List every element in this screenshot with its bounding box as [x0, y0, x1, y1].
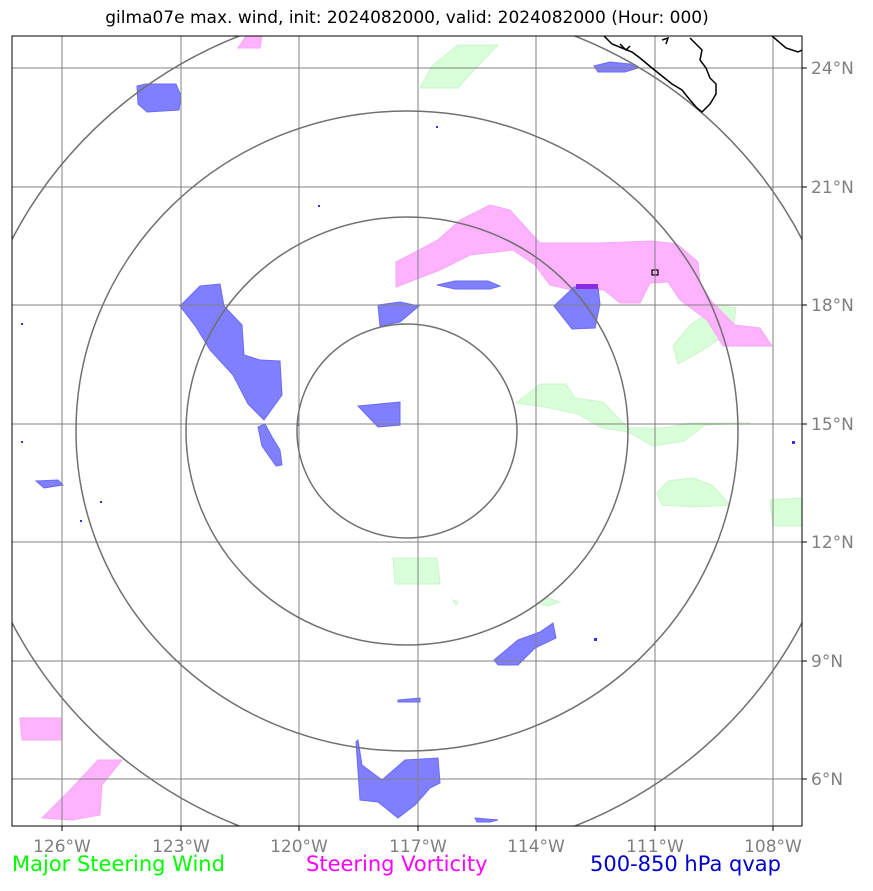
x-tick-label: 117°W — [389, 837, 447, 857]
legend-steering-vorticity: Steering Vorticity — [306, 852, 488, 876]
x-tick-label: 126°W — [33, 837, 91, 857]
qvap-area — [179, 283, 283, 421]
wind-area — [514, 383, 751, 447]
qvap-area — [493, 622, 557, 666]
range-ring — [185, 216, 629, 646]
y-tick-label: 6°N — [811, 770, 843, 790]
wind-area — [451, 598, 459, 606]
steering-wind-areas — [392, 44, 802, 607]
qvap-area — [136, 83, 182, 113]
y-tick-label: 18°N — [811, 296, 854, 316]
range-ring — [12, 36, 802, 826]
qvap-area — [34, 479, 65, 489]
x-tick-label: 114°W — [507, 837, 565, 857]
qvap-area — [474, 817, 499, 823]
vorticity-area — [19, 717, 63, 741]
x-tick-label: 123°W — [152, 837, 210, 857]
range-rings — [12, 36, 802, 826]
qvap-vorticity-overlap — [576, 284, 598, 289]
qvap-area — [257, 423, 283, 467]
plot-frame — [11, 35, 803, 827]
range-ring — [296, 323, 518, 539]
qvap-area — [397, 697, 421, 703]
map-title: gilma07e max. wind, init: 2024082000, va… — [105, 8, 709, 28]
vorticity-area — [395, 204, 773, 347]
vorticity-area — [237, 36, 263, 49]
gridlines — [12, 36, 802, 826]
x-tick-label: 111°W — [626, 837, 684, 857]
wind-area — [769, 497, 802, 527]
y-axis-labels: 24°N 21°N 18°N 15°N 12°N 9°N 6°N — [811, 59, 854, 790]
tick-marks — [61, 67, 807, 831]
x-tick-label: 120°W — [270, 837, 328, 857]
coastline — [603, 36, 802, 114]
range-ring — [75, 110, 739, 752]
qvap-area — [377, 301, 421, 327]
x-axis-labels: 126°W 123°W 120°W 117°W 114°W 111°W 108°… — [33, 837, 802, 857]
y-tick-label: 15°N — [811, 415, 854, 435]
wind-area — [656, 477, 732, 508]
wind-area — [392, 557, 441, 585]
y-tick-label: 12°N — [811, 533, 854, 553]
qvap-area — [553, 286, 601, 330]
vorticity-area — [40, 759, 124, 821]
wind-area — [536, 597, 562, 607]
qvap-area — [356, 401, 401, 428]
legend-steering-wind: Major Steering Wind — [12, 852, 225, 876]
y-tick-label: 24°N — [811, 59, 854, 79]
qvap-area — [436, 280, 502, 290]
y-tick-label: 21°N — [811, 178, 854, 198]
wind-area — [419, 44, 500, 89]
legend-qvap: 500-850 hPa qvap — [590, 852, 781, 876]
x-tick-label: 108°W — [744, 837, 802, 857]
y-tick-label: 9°N — [811, 652, 843, 672]
